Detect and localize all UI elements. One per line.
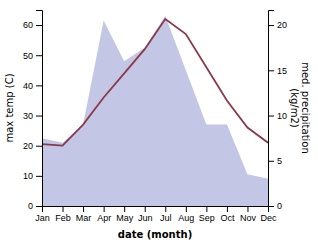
tick: Apr — [97, 206, 111, 223]
tick: 20 — [268, 20, 287, 30]
y2-axis-title-line: med. precipitation — [300, 62, 311, 154]
tick-label: Oct — [220, 213, 235, 223]
tick-label: Mar — [76, 213, 92, 223]
x-axis-title: date (month) — [118, 229, 192, 240]
chart: JanFebMarAprMayJunJulAugSepOctNovDec0102… — [0, 0, 318, 242]
tick: 30 — [23, 111, 42, 121]
tick-mark — [36, 25, 42, 26]
y2-axis: 0 5 10 15 20 — [268, 11, 287, 212]
tick: May — [116, 206, 134, 223]
axis-line — [36, 11, 43, 207]
tick-mark — [36, 85, 42, 86]
tick-label: Feb — [55, 213, 71, 223]
tick-mark — [124, 206, 125, 212]
tick-mark — [165, 206, 166, 212]
tick-label: Aug — [178, 213, 194, 223]
tick-mark — [206, 206, 207, 212]
tick: Nov — [240, 206, 257, 223]
tick: Mar — [76, 206, 92, 223]
tick: Jun — [138, 206, 153, 223]
tick-mark — [36, 206, 42, 207]
tick: 60 — [23, 20, 42, 30]
tick-label: 30 — [23, 111, 33, 121]
tick-label: Jul — [160, 213, 172, 223]
tick-mark — [227, 206, 228, 212]
tick-mark — [268, 161, 274, 162]
tick-label: Nov — [240, 213, 257, 223]
tick-label: May — [116, 213, 134, 223]
tick: 20 — [23, 141, 42, 151]
tick-label: 5 — [277, 156, 282, 166]
tick: 10 — [23, 171, 42, 181]
tick-label: 20 — [277, 20, 287, 30]
tick-label: 10 — [277, 111, 287, 121]
tick-mark — [36, 116, 42, 117]
tick-mark — [268, 70, 274, 71]
tick-mark — [268, 206, 274, 207]
tick-label: 0 — [28, 201, 33, 211]
tick-mark — [83, 206, 84, 212]
tick-mark — [63, 206, 64, 212]
tick-label: Jun — [138, 213, 153, 223]
tick-label: 50 — [23, 51, 33, 61]
tick-label: 10 — [23, 171, 33, 181]
tick: 50 — [23, 51, 42, 61]
tick-mark — [186, 206, 187, 212]
tick: 40 — [23, 81, 42, 91]
tick-label: 20 — [23, 141, 33, 151]
tick-label: Sep — [199, 213, 215, 223]
tick-label: 60 — [23, 20, 33, 30]
axis-line — [43, 207, 269, 213]
tick: Jan — [35, 206, 50, 223]
y2-axis-title-line: (kg/m2) — [289, 88, 300, 128]
x-axis: Jan Feb Mar Apr May Jun Jul Aug Sep Oct NovDec — [35, 206, 277, 223]
tick-label: 0 — [277, 201, 282, 211]
tick: Dec — [260, 206, 277, 223]
tick: 15 — [268, 66, 287, 76]
temperature-line — [42, 19, 268, 146]
tick-mark — [36, 55, 42, 56]
tick-mark — [36, 146, 42, 147]
tick-mark — [268, 116, 274, 117]
tick-mark — [247, 206, 248, 212]
tick: Jul — [160, 206, 172, 223]
tick-mark — [145, 206, 146, 212]
tick: 5 — [268, 156, 282, 166]
tick-label: 15 — [277, 66, 287, 76]
tick: Sep — [199, 206, 215, 223]
tick-label: Jan — [35, 213, 50, 223]
marks — [42, 16, 268, 206]
plot-area: JanFebMarAprMayJunJulAugSepOctNovDec0102… — [23, 11, 287, 224]
y-axis-title: max temp (C) — [4, 73, 15, 142]
y-axis: 0 10 20 30 40 50 60 — [23, 11, 43, 212]
axis-line — [269, 11, 275, 207]
tick: 0 — [268, 201, 282, 211]
tick-mark — [268, 25, 274, 26]
tick: Aug — [178, 206, 194, 223]
precipitation-area — [42, 16, 268, 206]
tick: Oct — [220, 206, 235, 223]
tick-mark — [104, 206, 105, 212]
tick: Feb — [55, 206, 71, 223]
tick-label: Apr — [97, 213, 111, 223]
y2-axis-title: med. precipitation(kg/m2) — [289, 62, 312, 154]
tick-label: Dec — [260, 213, 277, 223]
tick-mark — [36, 176, 42, 177]
tick: 10 — [268, 111, 287, 121]
tick-label: 40 — [23, 81, 33, 91]
tick: 0 — [28, 201, 42, 211]
